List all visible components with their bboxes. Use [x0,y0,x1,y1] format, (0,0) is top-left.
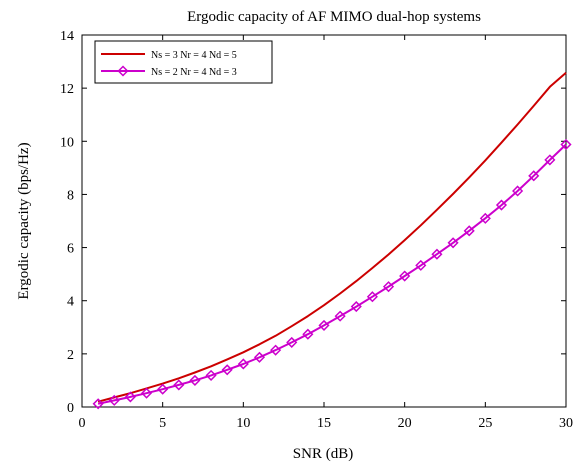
legend-item: Ns = 2 Nr = 4 Nd = 3 [101,65,237,78]
data-point [382,281,395,293]
data-point [124,391,136,403]
legend-label: Ns = 2 Nr = 4 Nd = 3 [151,67,237,78]
legend-box [94,40,273,84]
data-point [237,358,249,370]
data-point [286,336,298,348]
y-axis-label: Ergodic capacity (bps/Hz) [16,142,32,299]
data-point [415,259,427,271]
data-point [512,185,524,197]
data-point [560,138,572,151]
series-line [97,71,567,403]
x-tick-label: 0 [79,416,86,431]
chart-title: Ergodic capacity of AF MIMO dual-hop sys… [187,9,481,25]
x-tick-label: 25 [478,416,492,431]
data-point [173,379,185,391]
data-point [189,374,201,386]
legend-item: Ns = 3 Nr = 4 Nd = 5 [101,50,237,61]
data-point [270,344,282,356]
x-axis-label: SNR (dB) [293,446,353,462]
y-tick-label: 12 [60,82,74,97]
y-tick-label: 10 [60,135,74,150]
x-tick-label: 15 [317,416,331,431]
data-point [221,364,233,376]
data-point [399,270,411,282]
data-point [495,199,508,211]
data-point [350,300,362,313]
y-tick-label: 14 [60,29,74,44]
x-tick-label: 10 [236,416,250,431]
y-tick-label: 2 [67,348,74,363]
data-point [318,319,330,331]
data-point [157,383,169,395]
series-1 [97,71,567,403]
x-tick-label: 5 [159,416,166,431]
plot-frame [81,34,567,408]
y-tick-label: 0 [67,401,74,416]
data-point [92,398,104,410]
plot-area: 0 5 10 15 20 25 30 0 2 4 6 8 10 12 14 Ns = 3 Nr = 4 Nd … [60,29,573,431]
data-point [463,225,475,237]
y-tick-label: 8 [67,188,74,203]
x-tick-label: 30 [559,416,573,431]
legend: Ns = 3 Nr = 4 Nd = 5 Ns = 2 Nr = 4 Nd = 3 [94,40,273,84]
data-point [479,212,491,224]
data-point [544,154,556,166]
data-point [334,310,346,322]
data-point [205,369,217,381]
data-point [140,387,153,399]
y-tick-label: 6 [67,242,74,257]
series-2 [92,138,572,410]
data-point [302,328,314,340]
data-point [253,351,266,363]
legend-marker [117,65,129,77]
data-point [366,291,378,303]
series-line [97,143,567,405]
legend-label: Ns = 3 Nr = 4 Nd = 5 [151,50,237,61]
data-point [108,394,120,406]
data-point [447,237,459,249]
y-tick-label: 4 [67,295,74,310]
x-tick-label: 20 [398,416,412,431]
data-point [431,248,443,260]
data-point [528,170,540,182]
